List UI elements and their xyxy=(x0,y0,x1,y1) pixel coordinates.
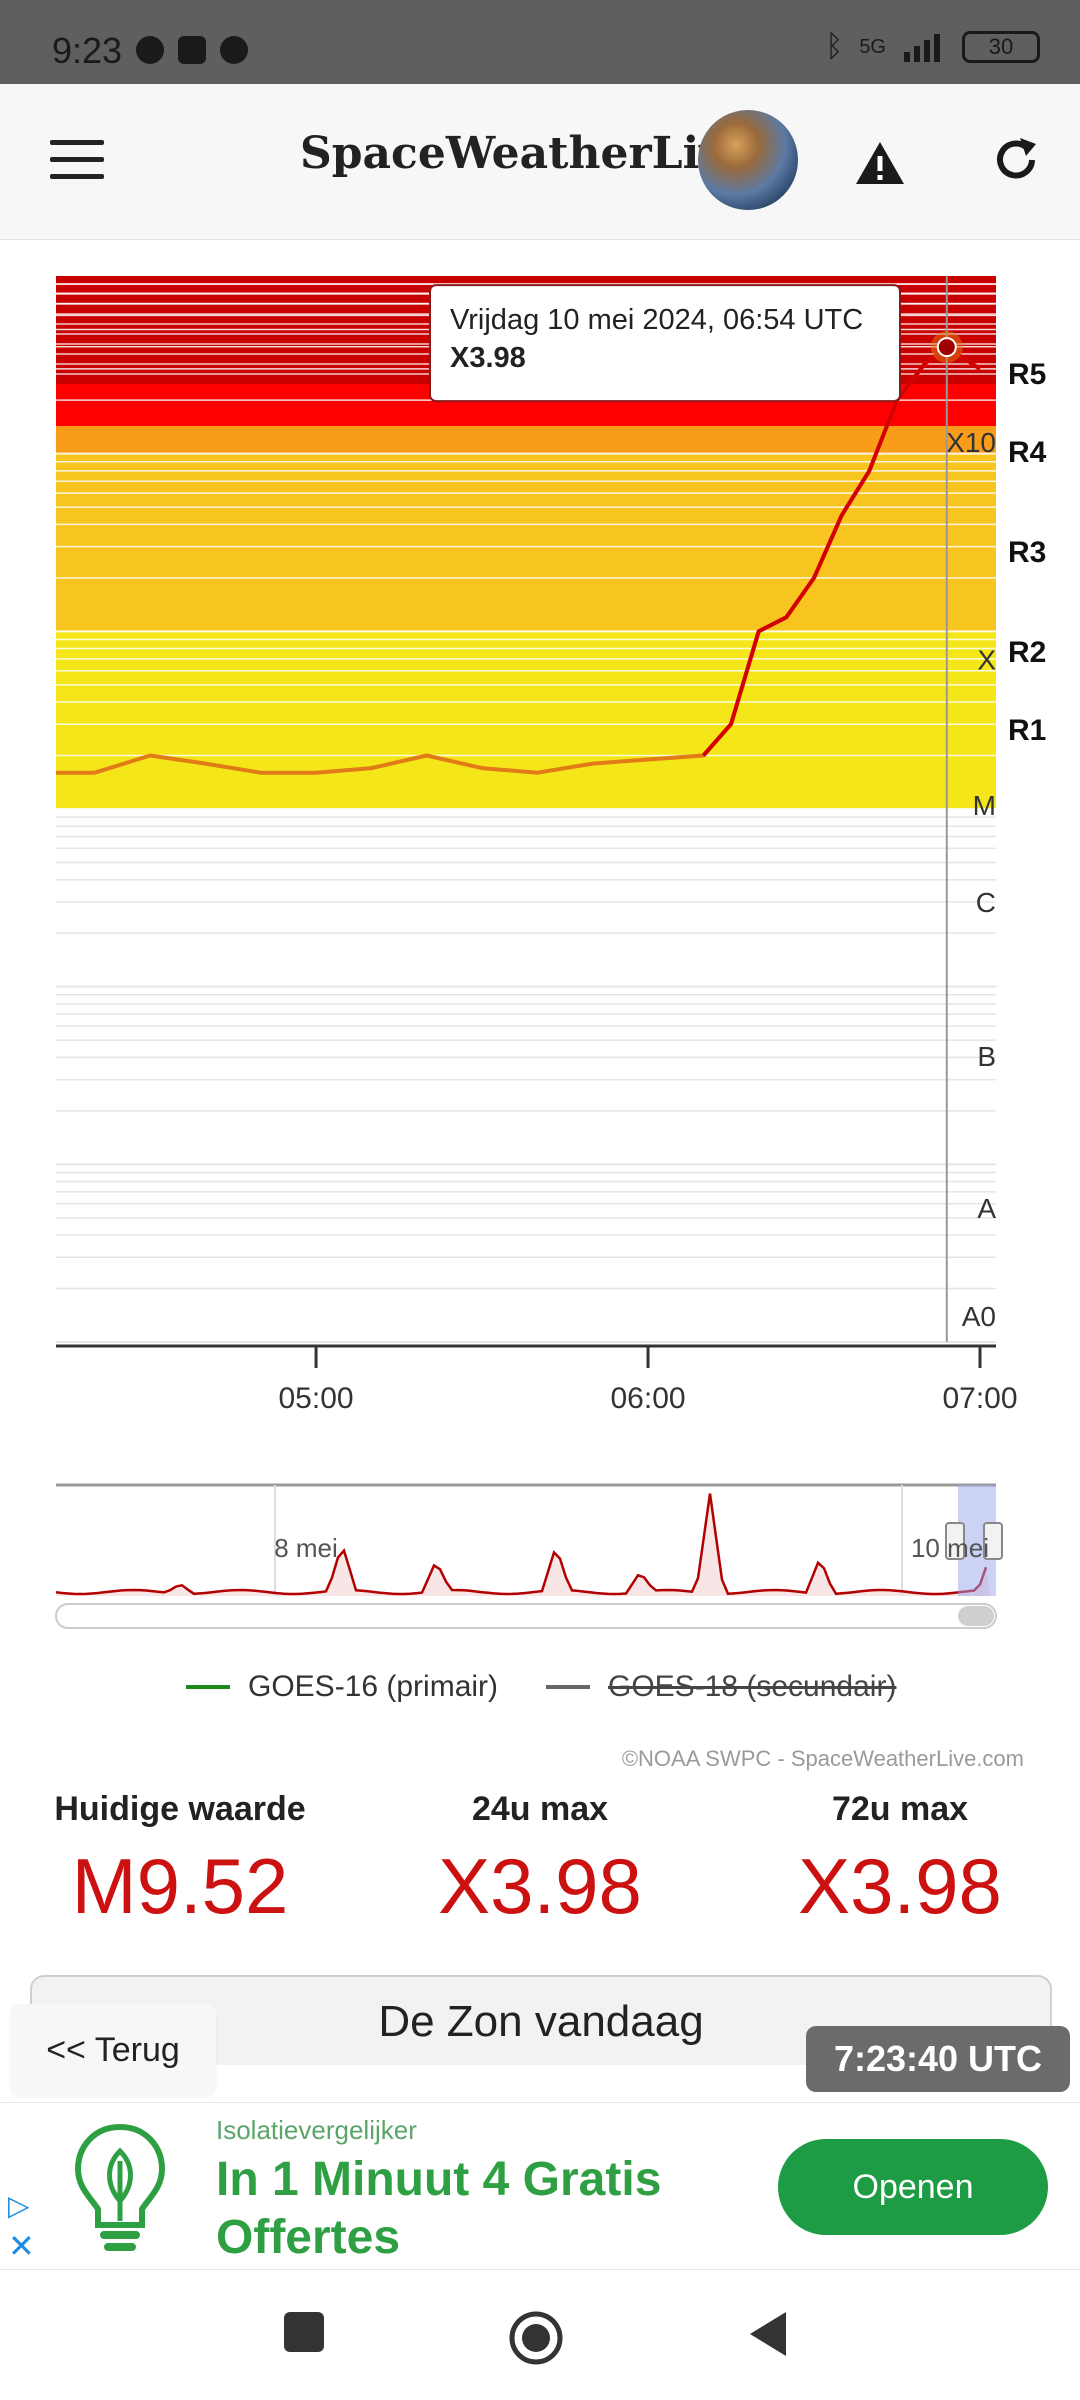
y-tick-label: C xyxy=(976,887,996,918)
adchoices-icon[interactable]: ▷ xyxy=(8,2190,30,2221)
stat-72h-value: X3.98 xyxy=(798,1842,1002,1930)
shield-icon xyxy=(178,36,206,64)
chart-svg[interactable]: A0 A B C M X X10 R5 R4 R3 R2 R1 Vrijdag 10 mei 2024,… xyxy=(0,240,1080,1660)
stat-24h-value: X3.98 xyxy=(438,1842,642,1930)
status-time: 9:23 xyxy=(52,30,123,71)
series-line-flare xyxy=(701,345,982,757)
legend-label-primary: GOES-16 (primair) xyxy=(248,1670,499,1703)
navigator-series xyxy=(55,1493,988,1596)
y-tick-label: B xyxy=(977,1041,996,1072)
back-nav-icon[interactable] xyxy=(746,2310,790,2358)
stat-current-value: M9.52 xyxy=(71,1842,289,1930)
r-scale-label: R4 xyxy=(1008,436,1047,469)
y-tick-label: M xyxy=(973,790,996,821)
stat-24h: 24u max X3.98 xyxy=(360,1790,720,1932)
navigator-label: 8 mei xyxy=(274,1533,338,1563)
tooltip-date: Vrijdag 10 mei 2024, 06:54 UTC xyxy=(450,304,863,336)
sun-today-title: De Zon vandaag xyxy=(378,1997,704,2046)
stat-current-label: Huidige waarde xyxy=(54,1790,306,1828)
y-tick-label: X xyxy=(977,644,996,675)
y-tick-label: A0 xyxy=(962,1301,996,1332)
legend-label-secondary: GOES-18 (secundair) xyxy=(608,1670,897,1703)
legend-swatch xyxy=(546,1685,590,1689)
navigator-handle-left[interactable] xyxy=(945,1522,965,1560)
legend-item-secondary[interactable]: GOES-18 (secundair) xyxy=(546,1670,896,1704)
band-r1 xyxy=(56,631,996,809)
stat-72h-label: 72u max xyxy=(831,1790,969,1828)
warning-icon[interactable] xyxy=(854,140,906,186)
x-tick-label: 07:00 xyxy=(942,1382,1017,1415)
x-tick-label: 06:00 xyxy=(610,1382,685,1415)
r-scale-label: R2 xyxy=(1008,636,1046,669)
status-bar: 9:23 ᛒ 5G 30 xyxy=(0,0,1080,84)
navigator-scroll-thumb[interactable] xyxy=(958,1606,994,1626)
navigator-handle-right[interactable] xyxy=(983,1522,1003,1560)
bluetooth-icon: ᛒ xyxy=(825,30,844,63)
app-header: SpaceWeatherLive xyxy=(0,84,1080,240)
ad-close-icon[interactable]: ✕ xyxy=(8,2228,35,2264)
navigator-label: 10 mei xyxy=(911,1533,989,1563)
hover-point xyxy=(936,337,957,358)
back-button[interactable]: << Terug xyxy=(10,2004,216,2096)
menu-icon[interactable] xyxy=(50,140,104,180)
stat-current: Huidige waarde M9.52 xyxy=(0,1790,360,1932)
y-tick-label: A xyxy=(977,1193,996,1224)
chart-credit[interactable]: ©NOAA SWPC - SpaceWeatherLive.com xyxy=(621,1746,1024,1771)
ad-banner[interactable]: ▷ ✕ Isolatievergelijker In 1 Minuut 4 Gr… xyxy=(0,2102,1080,2270)
recent-apps-icon[interactable] xyxy=(282,2310,326,2354)
tooltip-box xyxy=(429,284,901,403)
brand-title[interactable]: SpaceWeatherLive xyxy=(300,128,753,179)
chart-legend: GOES-16 (primair) GOES-18 (secundair) xyxy=(0,1670,1080,1720)
utc-clock-badge: 7:23:40 UTC xyxy=(806,2026,1070,2092)
r-scale-label: R5 xyxy=(1008,358,1046,391)
globe-logo-icon xyxy=(698,110,798,210)
navigator-scrollbar[interactable] xyxy=(55,1603,997,1629)
r-scale-label: R3 xyxy=(1008,536,1046,569)
network-label: 5G xyxy=(859,35,886,58)
ad-headline[interactable]: In 1 Minuut 4 Gratis Offertes xyxy=(216,2153,662,2264)
system-nav-bar xyxy=(0,2270,1080,2400)
battery-icon: 30 xyxy=(962,31,1040,63)
tooltip-value: X3.98 xyxy=(450,342,526,374)
notification-icon xyxy=(220,36,248,64)
refresh-icon[interactable] xyxy=(990,134,1042,186)
lightbulb-leaf-icon xyxy=(74,2123,166,2251)
signal-icon xyxy=(904,34,940,62)
home-icon[interactable] xyxy=(508,2310,564,2366)
legend-swatch xyxy=(186,1685,230,1689)
navigator-area xyxy=(56,1493,990,1596)
flux-stats: Huidige waarde M9.52 24u max X3.98 72u m… xyxy=(0,1790,1080,1950)
status-notification-icons xyxy=(136,36,248,64)
y-tick-label: X10 xyxy=(946,427,996,458)
notification-icon xyxy=(136,36,164,64)
xray-flux-chart[interactable]: A0 A B C M X X10 R5 R4 R3 R2 R1 Vrijdag 10 mei 2024,… xyxy=(0,240,1080,1710)
band-r2 xyxy=(56,453,996,632)
legend-item-primary[interactable]: GOES-16 (primair) xyxy=(186,1670,498,1704)
r-scale-label: R1 xyxy=(1008,714,1046,747)
status-right: ᛒ 5G 30 xyxy=(825,30,1040,64)
stat-24h-label: 24u max xyxy=(471,1790,609,1828)
ad-advertiser: Isolatievergelijker xyxy=(216,2115,417,2145)
ad-open-button[interactable]: Openen xyxy=(778,2139,1048,2235)
stat-72h: 72u max X3.98 xyxy=(720,1790,1080,1932)
x-tick-label: 05:00 xyxy=(279,1382,354,1415)
